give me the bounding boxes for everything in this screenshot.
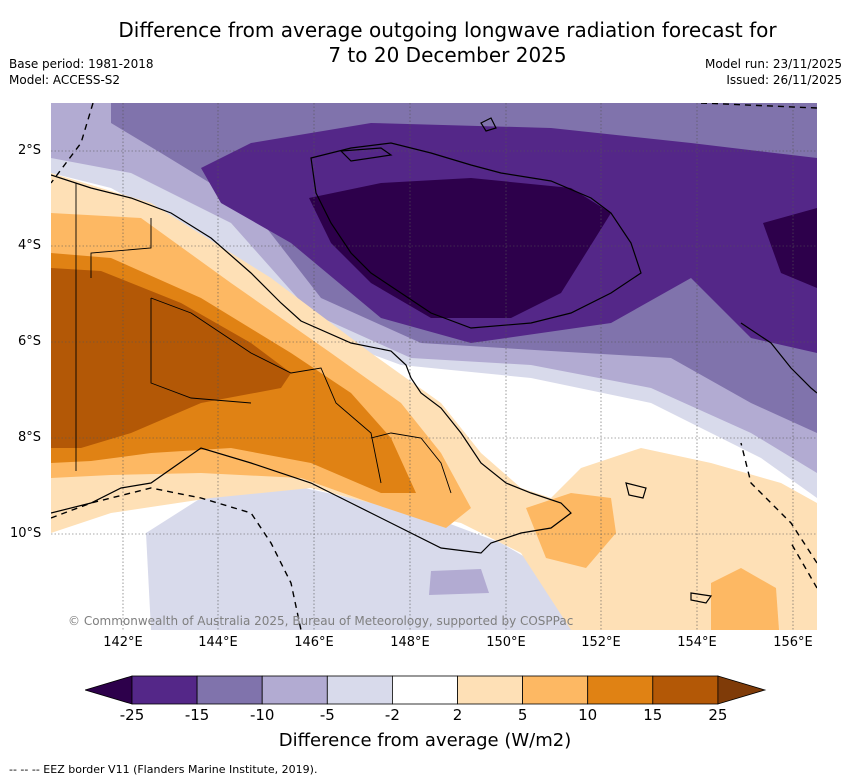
eez-border bbox=[51, 103, 817, 630]
anomaly-patch-plus-southeast bbox=[711, 568, 779, 630]
colorbar-segment bbox=[587, 675, 654, 705]
colorbar-segment bbox=[131, 675, 198, 705]
colorbar bbox=[83, 675, 770, 709]
colorbar-tick: 25 bbox=[708, 706, 728, 724]
lon-label-148e: 148°E bbox=[390, 635, 430, 650]
base-period: Base period: 1981-2018 bbox=[9, 57, 154, 71]
colorbar-segment bbox=[652, 675, 719, 705]
colorbar-segment bbox=[522, 675, 589, 705]
eez-footnote: -- -- -- EEZ border V11 (Flanders Marine… bbox=[9, 763, 318, 776]
colorbar-segment bbox=[196, 675, 263, 705]
colorbar-tick: 10 bbox=[578, 706, 598, 724]
anomaly-patch-south-inner bbox=[429, 569, 489, 595]
lat-label-6s: 6°S bbox=[18, 334, 42, 349]
anomaly-patch-south bbox=[146, 483, 611, 630]
colorbar-tick: -25 bbox=[119, 706, 145, 724]
title-line-1: Difference from average outgoing longwav… bbox=[118, 18, 777, 42]
lat-label-4s: 4°S bbox=[18, 238, 42, 253]
colorbar-tick: 15 bbox=[643, 706, 663, 724]
copyright-notice: © Commonwealth of Australia 2025, Bureau… bbox=[68, 614, 574, 628]
lon-label-144e: 144°E bbox=[198, 635, 238, 650]
model-name: Model: ACCESS-S2 bbox=[9, 73, 121, 87]
meta-left: Base period: 1981-2018 Model: ACCESS-S2 bbox=[9, 56, 154, 88]
colorbar-tick: -10 bbox=[249, 706, 275, 724]
lon-label-156e: 156°E bbox=[773, 635, 813, 650]
graticule bbox=[51, 103, 817, 630]
anomaly-core-east bbox=[763, 208, 817, 288]
model-run: Model run: 23/11/2025 bbox=[704, 57, 842, 71]
admin-boundaries bbox=[75, 183, 452, 494]
colorbar-extend-low bbox=[83, 675, 133, 705]
colorbar-segment bbox=[261, 675, 328, 705]
lon-label-152e: 152°E bbox=[581, 635, 621, 650]
colorbar-tick: 2 bbox=[452, 706, 463, 724]
colorbar-tick: -5 bbox=[319, 706, 335, 724]
lon-label-150e: 150°E bbox=[486, 635, 526, 650]
lat-label-10s: 10°S bbox=[10, 526, 42, 541]
issued-date: Issued: 26/11/2025 bbox=[726, 73, 842, 87]
anomaly-band-plus-15 bbox=[51, 268, 291, 448]
colorbar-tick: -2 bbox=[384, 706, 400, 724]
lat-label-2s: 2°S bbox=[18, 143, 42, 158]
lon-label-142e: 142°E bbox=[103, 635, 143, 650]
colorbar-svg bbox=[83, 675, 767, 705]
title-line-2: 7 to 20 December 2025 bbox=[328, 43, 567, 67]
lon-label-154e: 154°E bbox=[677, 635, 717, 650]
anomaly-band-minus-25 bbox=[309, 178, 611, 318]
colorbar-extend-high bbox=[717, 675, 767, 705]
colorbar-tick: -15 bbox=[184, 706, 210, 724]
coastlines bbox=[51, 117, 817, 604]
colorbar-tick: 5 bbox=[517, 706, 528, 724]
colorbar-segment bbox=[457, 675, 523, 705]
colorbar-segment bbox=[326, 675, 393, 705]
anomaly-patch-plus-east bbox=[526, 493, 616, 568]
lat-label-8s: 8°S bbox=[18, 430, 42, 445]
colorbar-segment bbox=[391, 675, 458, 705]
colorbar-label: Difference from average (W/m2) bbox=[278, 730, 572, 751]
chart-title: Difference from average outgoing longwav… bbox=[95, 18, 800, 68]
map-svg bbox=[51, 103, 817, 630]
anomaly-band-plus-2 bbox=[51, 173, 817, 630]
forecast-map[interactable] bbox=[51, 103, 817, 630]
lon-label-146e: 146°E bbox=[294, 635, 334, 650]
meta-right: Model run: 23/11/2025 Issued: 26/11/2025 bbox=[705, 56, 842, 88]
